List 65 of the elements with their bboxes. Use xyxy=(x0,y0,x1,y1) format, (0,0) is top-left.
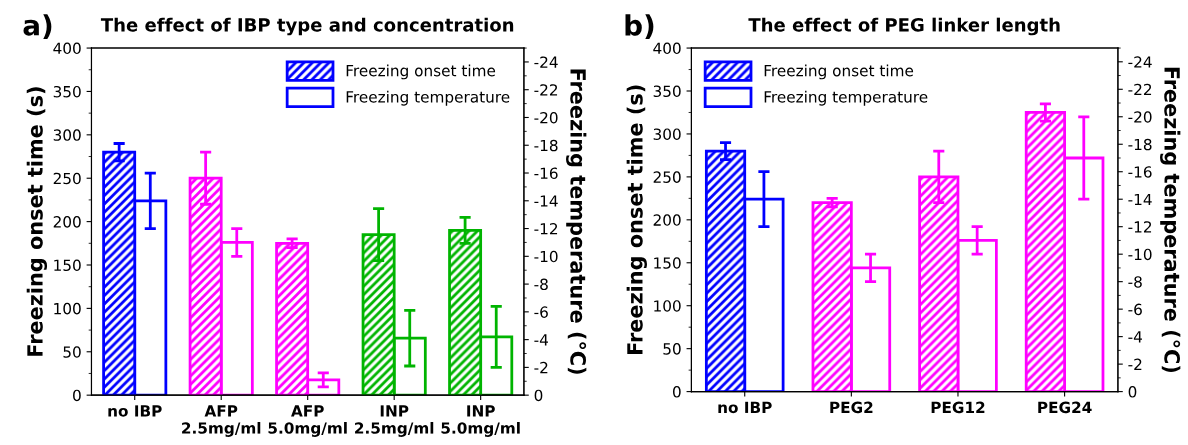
y-tick-label: 400 xyxy=(653,42,681,55)
x-tick-label: AFP 5.0mg/ml xyxy=(268,405,347,437)
y-tick-label: 350 xyxy=(53,85,81,98)
x-tick-label: PEG24 xyxy=(1038,401,1092,414)
y-tick-label: 100 xyxy=(54,302,81,315)
y2-axis-title: Freezing temperature (°C) xyxy=(1160,67,1181,373)
y-tick-label: 50 xyxy=(663,343,681,355)
y2-axis-title: Freezing temperature (°C) xyxy=(566,69,587,374)
x-tick-label: AFP 2.5mg/ml xyxy=(182,405,261,437)
y2-tick-label: -2 xyxy=(534,361,548,374)
y2-tick-label: -14 xyxy=(1128,193,1152,206)
y2-tick-label: -16 xyxy=(1128,166,1152,178)
x-tick-label: INP 2.5mg/ml xyxy=(355,405,434,437)
y-tick-label: 200 xyxy=(53,216,81,228)
legend-label: Freezing temperature xyxy=(764,90,928,106)
legend-label: Freezing onset time xyxy=(764,64,914,80)
legend-label: Freezing onset time xyxy=(346,64,496,80)
y2-tick-label: -18 xyxy=(534,139,558,152)
y2-tick-label: -14 xyxy=(534,195,558,207)
y-tick-label: 300 xyxy=(53,129,81,141)
legend-label: Freezing temperature xyxy=(346,90,510,106)
y2-tick-label: 0 xyxy=(1128,386,1137,398)
y2-tick-label: -12 xyxy=(1128,221,1152,233)
y-tick-label: 250 xyxy=(653,171,681,183)
y2-tick-label: -24 xyxy=(534,56,558,68)
y2-tick-label: -12 xyxy=(534,223,558,235)
y-tick-label: 150 xyxy=(654,257,681,269)
x-tick-label: no IBP xyxy=(108,405,162,417)
y2-tick-label: -2 xyxy=(1128,358,1142,370)
text: a) xyxy=(23,14,52,39)
y-axis-title: Freezing onset time (s) xyxy=(26,87,48,356)
y2-tick-label: -16 xyxy=(534,167,558,180)
y-tick-label: 150 xyxy=(54,259,81,272)
y2-tick-label: -20 xyxy=(1128,111,1152,123)
y2-tick-label: -4 xyxy=(534,334,549,346)
y-tick-label: 400 xyxy=(53,42,81,55)
y2-tick-label: -22 xyxy=(1128,83,1152,96)
y-tick-label: 100 xyxy=(654,300,681,312)
y-tick-label: 50 xyxy=(63,346,81,358)
y2-tick-label: -22 xyxy=(534,84,558,96)
x-tick-label: PEG12 xyxy=(931,401,985,414)
y2-tick-label: -6 xyxy=(1128,303,1142,316)
x-tick-label: no IBP xyxy=(718,401,772,414)
y2-tick-label: -10 xyxy=(1128,248,1152,261)
y2-tick-label: -10 xyxy=(534,250,558,263)
y2-tick-label: -24 xyxy=(1128,56,1152,68)
y-axis-title: Freezing onset time (s) xyxy=(626,85,647,355)
y2-tick-label: 0 xyxy=(534,389,543,402)
x-tick-label: PEG2 xyxy=(830,401,873,414)
y-tick-label: 350 xyxy=(653,85,681,98)
y2-tick-label: -18 xyxy=(1128,138,1152,151)
text: b) xyxy=(625,14,654,40)
x-tick-label: INP 5.0mg/ml xyxy=(441,405,520,437)
y2-tick-label: -8 xyxy=(534,278,548,291)
y-tick-label: 300 xyxy=(653,128,681,140)
chart-title: The effect of PEG linker length xyxy=(748,17,1060,36)
y-tick-label: 200 xyxy=(653,214,681,226)
y2-tick-label: -8 xyxy=(1128,276,1142,288)
y-tick-label: 0 xyxy=(672,386,681,398)
y-tick-label: 250 xyxy=(53,172,81,185)
y2-tick-label: -20 xyxy=(534,111,558,124)
y2-tick-label: -4 xyxy=(1128,331,1143,343)
chart-title: The effect of IBP type and concentration xyxy=(100,17,514,36)
y2-tick-label: -6 xyxy=(534,306,548,318)
y-tick-label: 0 xyxy=(73,389,81,402)
